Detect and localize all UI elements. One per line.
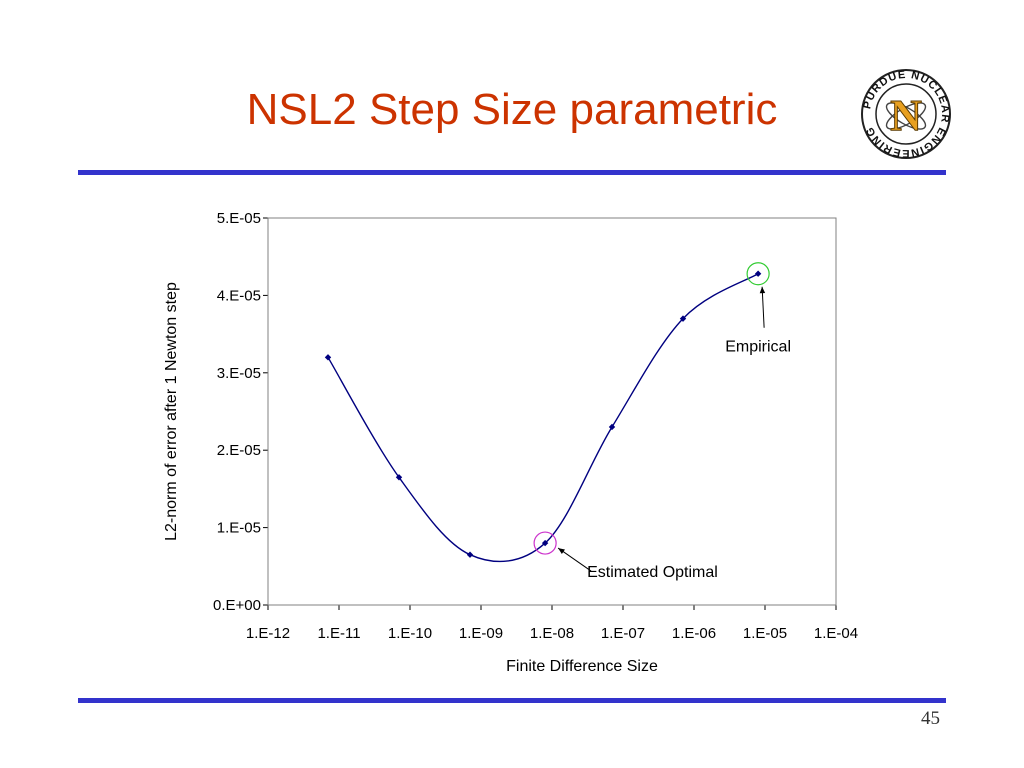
annotation-arrow [761, 286, 765, 328]
y-tick-label: 3.E-05 [217, 365, 261, 382]
y-tick-label: 2.E-05 [217, 442, 261, 459]
page-number: 45 [921, 708, 940, 729]
purdue-nuclear-engineering-logo-icon: PURDUE NUCLEAR ENGINEERING N [861, 69, 951, 159]
annotation-arrowhead [558, 548, 565, 555]
x-tick-label: 1.E-07 [601, 625, 645, 642]
x-axis-label: Finite Difference Size [506, 658, 658, 675]
x-tick-label: 1.E-09 [459, 625, 503, 642]
x-tick-label: 1.E-05 [743, 625, 787, 642]
data-point [324, 354, 332, 361]
x-axis: 1.E-12 1.E-11 1.E-10 1.E-09 1.E-08 1.E-07 1.E-… [246, 605, 858, 642]
y-tick-label: 0.E+00 [213, 597, 261, 614]
series-line [327, 273, 759, 563]
footer-divider-rule [78, 698, 946, 703]
x-tick-label: 1.E-12 [246, 625, 290, 642]
x-tick-label: 1.E-04 [814, 625, 858, 642]
annotation-label: Empirical [725, 339, 791, 356]
annotation-label: Estimated Optimal [587, 564, 718, 581]
annotation-arrow [557, 547, 592, 572]
annotation-circle [746, 262, 770, 286]
chart: 0.E+00 1.E-05 2.E-05 3.E-05 4.E-05 5.E-05 1.E… [163, 210, 858, 675]
x-tick-label: 1.E-06 [672, 625, 716, 642]
data-point [754, 270, 762, 277]
data-point [395, 474, 403, 481]
data-point [466, 551, 474, 558]
series-layer [324, 270, 762, 563]
y-axis: 0.E+00 1.E-05 2.E-05 3.E-05 4.E-05 5.E-05 [213, 210, 268, 614]
data-point [679, 315, 687, 322]
slide-title: NSL2 Step Size parametric [246, 85, 778, 134]
plot-area-frame [267, 217, 837, 606]
x-tick-label: 1.E-10 [388, 625, 432, 642]
data-point [608, 423, 616, 431]
annotation-circle [533, 531, 557, 555]
x-tick-label: 1.E-08 [530, 625, 574, 642]
y-tick-label: 1.E-05 [217, 520, 261, 537]
y-tick-label: 4.E-05 [217, 287, 261, 304]
y-tick-label: 5.E-05 [217, 210, 261, 227]
data-point [541, 539, 549, 547]
annotation-layer: Empirical Estimated Optimal [533, 262, 791, 581]
title-divider-rule [78, 170, 946, 175]
x-tick-label: 1.E-11 [317, 625, 360, 642]
logo-letter: N [890, 91, 922, 140]
annotation-arrowhead [759, 286, 766, 294]
y-axis-label: L2-norm of error after 1 Newton step [163, 282, 180, 541]
